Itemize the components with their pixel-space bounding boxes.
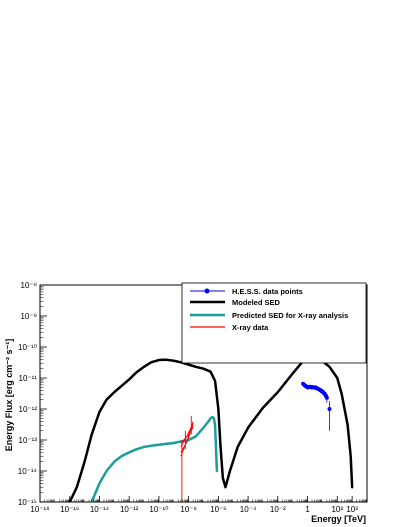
- y-tick-label: 10⁻¹³: [19, 436, 38, 445]
- x-tick-label: 10⁻⁶: [210, 505, 226, 514]
- x-tick-label: 10⁻¹⁰: [149, 505, 168, 514]
- hess-data-point: [324, 395, 329, 400]
- y-tick-label: 10⁻⁹: [20, 312, 37, 321]
- y-tick-label: 10⁻¹²: [19, 405, 38, 414]
- y-tick-label: 10⁻¹⁴: [18, 467, 38, 476]
- axes: 10⁻¹⁸ 10⁻¹⁶ 10⁻¹⁴ 10⁻¹² 10⁻¹⁰ 10⁻⁸ 10⁻⁶ 10⁻⁴ 10⁻…: [18, 281, 367, 514]
- x-tick-label: 10³: [346, 505, 358, 514]
- y-tick-label: 10⁻¹¹: [19, 374, 38, 383]
- legend-item-modeled-sed: Modeled SED: [190, 298, 281, 307]
- y-tick-label: 10⁻¹⁵: [18, 498, 37, 507]
- x-tick-label: 10⁻¹⁴: [90, 505, 110, 514]
- legend-label-predicted-sed: Predicted SED for X-ray analysis: [232, 311, 348, 320]
- x-axis-title: Energy [TeV]: [311, 514, 366, 524]
- x-tick-label: 10⁻¹²: [120, 505, 139, 514]
- legend-item-hess: H.E.S.S. data points: [190, 287, 303, 296]
- y-tick-label: 10⁻⁸: [21, 281, 38, 290]
- x-tick-label: 10⁻⁸: [180, 505, 197, 514]
- x-tick-label: 10⁻²: [270, 505, 286, 514]
- x-tick-label: 10⁻¹⁶: [60, 505, 79, 514]
- legend-label-hess: H.E.S.S. data points: [232, 287, 303, 296]
- x-tick-label: 10⁻⁴: [240, 505, 257, 514]
- legend-item-xray: X-ray data: [190, 323, 269, 332]
- x-tick-label: 1: [305, 505, 310, 514]
- y-axis-title: Energy Flux [erg cm⁻² s⁻¹]: [4, 339, 14, 452]
- legend-label-xray: X-ray data: [232, 323, 269, 332]
- y-tick-label: 10⁻¹⁰: [18, 343, 37, 352]
- x-tick-label: 10²: [331, 505, 343, 514]
- legend-hess-marker: [204, 288, 210, 294]
- legend-label-modeled-sed: Modeled SED: [232, 298, 281, 307]
- legend-box: [181, 282, 367, 364]
- series-line-predicted-sed-for-x-ray-analysis: [90, 415, 219, 502]
- hess-data-point: [327, 407, 332, 411]
- legend: H.E.S.S. data points Modeled SED Predict…: [181, 282, 367, 364]
- x-tick-label: 10⁻¹⁸: [30, 505, 49, 514]
- legend-item-predicted-sed: Predicted SED for X-ray analysis: [190, 311, 348, 320]
